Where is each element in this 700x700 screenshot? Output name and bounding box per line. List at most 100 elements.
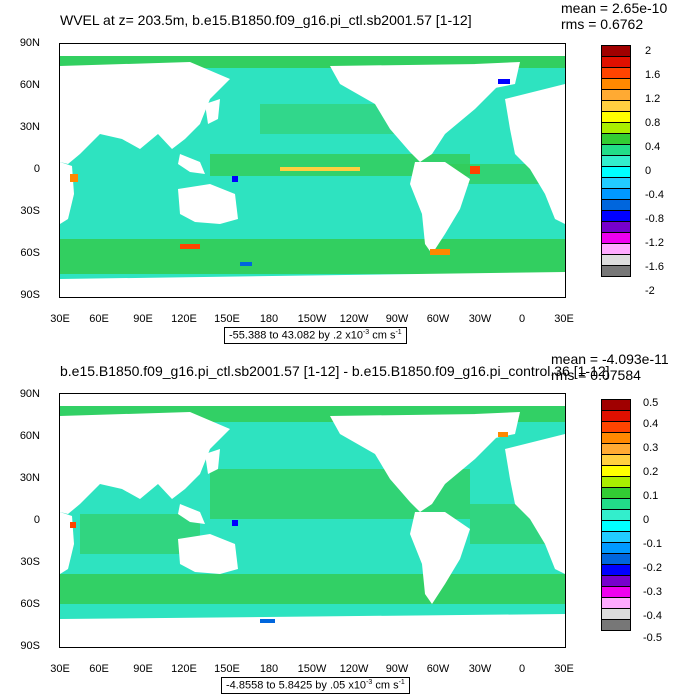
- x-label: 120E: [171, 663, 197, 675]
- panel-1-contour-info: -55.388 to 43.082 by .2 x10-3 cm s-1: [224, 327, 407, 344]
- x-label: 90W: [385, 663, 409, 675]
- colorbar-swatch: [601, 575, 631, 586]
- panel-1-rms: rms = 0.6762: [561, 16, 644, 32]
- field-noise: [70, 432, 508, 623]
- colorbar-swatch: [601, 509, 631, 520]
- colorbar-swatch: [601, 619, 631, 631]
- colorbar-swatch: [601, 410, 631, 421]
- panel-2-rms: rms = 0.07584: [551, 367, 641, 383]
- panel-1-mean: mean = 2.65e-10: [561, 0, 668, 16]
- panel-2-mean: mean = -4.093e-11: [551, 351, 669, 367]
- colorbar-swatch: [601, 465, 631, 476]
- colorbar-swatch: [601, 564, 631, 575]
- colorbar-swatch: [601, 89, 631, 100]
- y-label: 60S: [20, 247, 40, 259]
- colorbar-swatch: [601, 265, 631, 277]
- colorbar-swatch: [601, 399, 631, 410]
- y-label: 90S: [20, 289, 40, 301]
- x-label: 30E: [554, 313, 574, 325]
- x-label: 150E: [214, 663, 240, 675]
- colorbar-swatch: [601, 597, 631, 608]
- colorbar-swatch: [601, 254, 631, 265]
- panel-2-colorbar: [601, 399, 631, 631]
- y-label: 0: [33, 514, 40, 526]
- y-label: 30S: [20, 556, 40, 568]
- x-label: 30W: [468, 313, 492, 325]
- x-label: 90E: [133, 313, 153, 325]
- x-label: 180: [259, 663, 279, 675]
- y-label: 30N: [19, 121, 40, 133]
- colorbar-swatch: [601, 100, 631, 111]
- x-label: 60E: [89, 313, 109, 325]
- panel-2-title: b.e15.B1850.f09_g16.pi_ctl.sb2001.57 [1-…: [60, 363, 610, 379]
- colorbar-swatch: [601, 188, 631, 199]
- colorbar-swatch: [601, 111, 631, 122]
- colorbar-swatch: [601, 67, 631, 78]
- y-label: 90S: [20, 640, 40, 652]
- panel-1-stats: mean = 2.65e-10 rms = 0.6762: [561, 0, 667, 32]
- y-label: 60S: [20, 598, 40, 610]
- colorbar-swatch: [601, 166, 631, 177]
- colorbar-swatch: [601, 432, 631, 443]
- colorbar-swatch: [601, 133, 631, 144]
- x-label: 60E: [89, 663, 109, 675]
- colorbar-swatch: [601, 144, 631, 155]
- colorbar-swatch: [601, 45, 631, 56]
- x-label: 30E: [50, 313, 70, 325]
- field-noise: [70, 79, 510, 266]
- y-label: 30N: [19, 472, 40, 484]
- colorbar-swatch: [601, 232, 631, 243]
- x-label: 150E: [214, 313, 240, 325]
- panel-2-map: [59, 393, 566, 648]
- colorbar-swatch: [601, 221, 631, 232]
- panel-1-title: WVEL at z= 203.5m, b.e15.B1850.f09_g16.p…: [60, 12, 472, 28]
- panel-1-map: [59, 43, 566, 298]
- panel-2-map-svg: [60, 394, 565, 647]
- colorbar-swatch: [601, 586, 631, 597]
- y-label: 90N: [19, 37, 40, 49]
- y-label: 0: [33, 163, 40, 175]
- x-label: 30E: [50, 663, 70, 675]
- x-label: 150W: [297, 313, 327, 325]
- colorbar-swatch: [601, 531, 631, 542]
- y-label: 30S: [20, 205, 40, 217]
- panel-2-contour-info: -4.8558 to 5.8425 by .05 x10-3 cm s-1: [221, 677, 410, 694]
- x-label: 180: [259, 313, 279, 325]
- land-masses: [60, 44, 565, 297]
- colorbar-swatch: [601, 210, 631, 221]
- colorbar-swatch: [601, 487, 631, 498]
- colorbar-swatch: [601, 454, 631, 465]
- colorbar-swatch: [601, 122, 631, 133]
- x-label: 150W: [297, 663, 327, 675]
- x-label: 30E: [554, 663, 574, 675]
- x-label: 120W: [339, 663, 369, 675]
- colorbar-swatch: [601, 498, 631, 509]
- panel-1-map-svg: [60, 44, 565, 297]
- colorbar-swatch: [601, 199, 631, 210]
- x-label: 90E: [133, 663, 153, 675]
- x-label: 30W: [468, 663, 492, 675]
- x-label: 0: [518, 313, 526, 325]
- colorbar-swatch: [601, 520, 631, 531]
- colorbar-swatch: [601, 421, 631, 432]
- y-label: 90N: [19, 388, 40, 400]
- panel-2-stats: mean = -4.093e-11 rms = 0.07584: [551, 351, 669, 383]
- colorbar-swatch: [601, 155, 631, 166]
- y-label: 60N: [19, 79, 40, 91]
- panel-1-colorbar: [601, 45, 631, 277]
- x-label: 0: [518, 663, 526, 675]
- y-label: 60N: [19, 430, 40, 442]
- land-masses: [60, 394, 565, 647]
- x-label: 60W: [426, 663, 450, 675]
- colorbar-swatch: [601, 56, 631, 67]
- colorbar-swatch: [601, 443, 631, 454]
- colorbar-swatch: [601, 553, 631, 564]
- x-label: 120E: [171, 313, 197, 325]
- colorbar-swatch: [601, 542, 631, 553]
- colorbar-swatch: [601, 243, 631, 254]
- colorbar-swatch: [601, 476, 631, 487]
- x-label: 120W: [339, 313, 369, 325]
- colorbar-swatch: [601, 608, 631, 619]
- colorbar-swatch: [601, 78, 631, 89]
- colorbar-swatch: [601, 177, 631, 188]
